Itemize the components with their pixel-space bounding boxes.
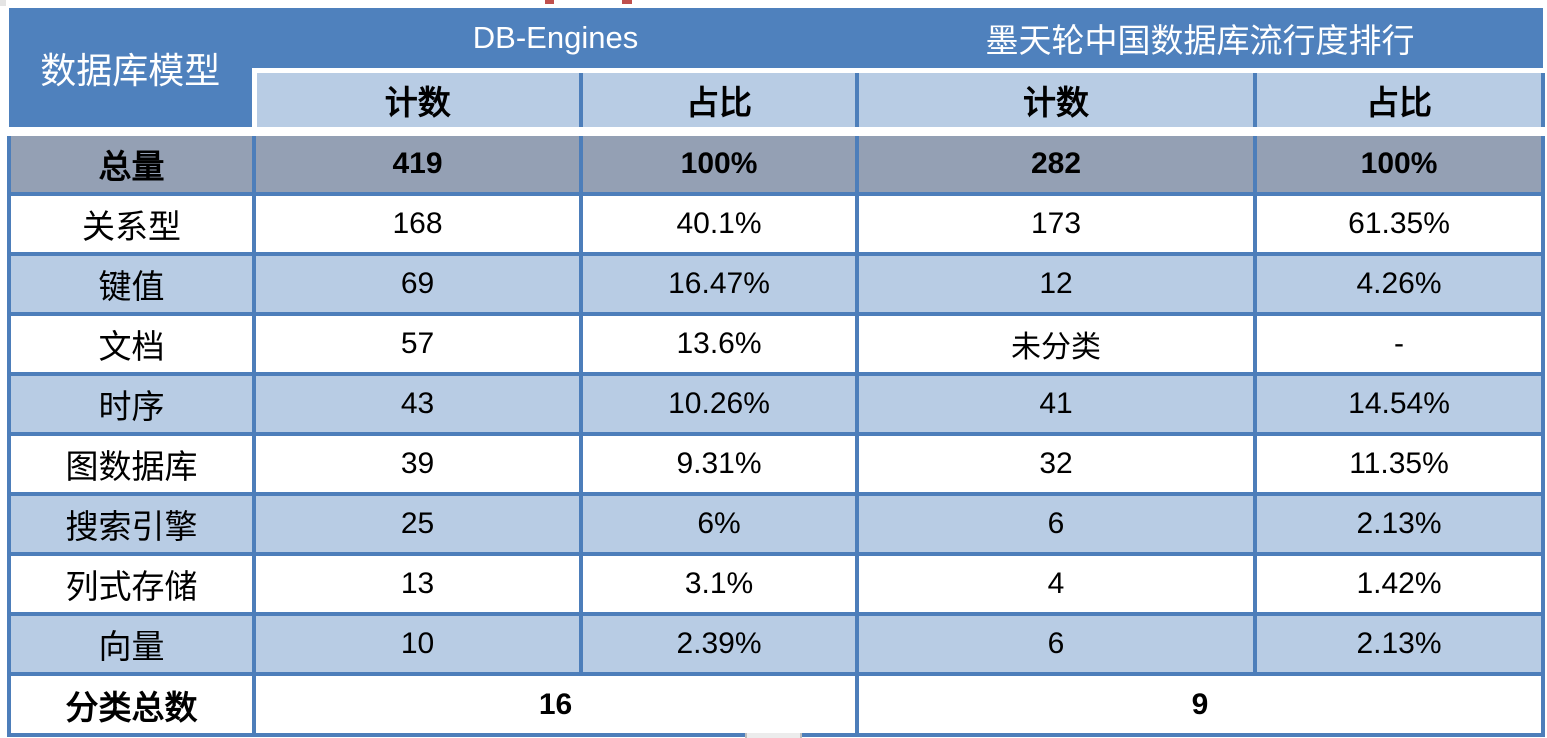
row-label: 文档 xyxy=(7,312,256,376)
table-row: 列式存储 13 3.1% 4 1.42% xyxy=(7,552,1546,616)
cell-value: 6 xyxy=(855,492,1258,556)
row-label: 向量 xyxy=(7,612,256,676)
subheader-row: 计数 占比 计数 占比 xyxy=(9,68,1546,136)
cell-value: 9 xyxy=(855,672,1546,737)
cell-value: - xyxy=(1253,312,1546,376)
cell-value: 1.42% xyxy=(1253,552,1546,616)
corner-header-database-model: 数据库模型 xyxy=(9,8,254,136)
cell-value: 16 xyxy=(251,672,860,737)
cell-value: 10.26% xyxy=(578,372,860,436)
cell-value: 282 xyxy=(855,131,1258,196)
cell-value: 10 xyxy=(252,612,583,676)
cell-value: 13 xyxy=(252,552,583,616)
cell-value: 100% xyxy=(1253,131,1546,196)
subheader-share-db-engines: 占比 xyxy=(578,68,860,136)
cell-value: 9.31% xyxy=(578,432,860,496)
table-row: 键值 69 16.47% 12 4.26% xyxy=(7,252,1546,316)
cell-value: 57 xyxy=(252,312,583,376)
cell-value: 4 xyxy=(855,552,1258,616)
cell-value: 12 xyxy=(855,252,1258,316)
corner-smudge-artifact xyxy=(0,0,6,6)
cell-value: 43 xyxy=(252,372,583,436)
row-label: 图数据库 xyxy=(7,432,256,496)
group-header-db-engines: DB-Engines xyxy=(254,8,858,73)
cell-value: 61.35% xyxy=(1253,192,1546,256)
cell-value: 173 xyxy=(855,192,1258,256)
cell-value: 2.39% xyxy=(578,612,860,676)
db-model-comparison-table: 数据库模型 DB-Engines 墨天轮中国数据库流行度排行 计数 占比 计数 … xyxy=(7,8,1546,737)
table-row: 向量 10 2.39% 6 2.13% xyxy=(7,612,1546,676)
cropped-red-text-artifact xyxy=(545,0,554,4)
cell-value: 2.13% xyxy=(1253,612,1546,676)
subheader-share-modb: 占比 xyxy=(1253,68,1546,136)
table-row: 关系型 168 40.1% 173 61.35% xyxy=(7,192,1546,256)
table-row: 图数据库 39 9.31% 32 11.35% xyxy=(7,432,1546,496)
row-label: 总量 xyxy=(7,131,256,196)
cell-value: 40.1% xyxy=(578,192,860,256)
subheader-count-db-engines: 计数 xyxy=(251,68,583,136)
cell-value: 32 xyxy=(855,432,1258,496)
row-label: 搜索引擎 xyxy=(7,492,256,556)
table-row: 时序 43 10.26% 41 14.54% xyxy=(7,372,1546,436)
row-label: 分类总数 xyxy=(7,672,256,737)
cell-value: 14.54% xyxy=(1253,372,1546,436)
cell-value: 41 xyxy=(855,372,1258,436)
banner-row: 数据库模型 DB-Engines 墨天轮中国数据库流行度排行 xyxy=(9,8,1544,136)
row-label: 时序 xyxy=(7,372,256,436)
cell-value: 100% xyxy=(578,131,860,196)
category-count-row: 分类总数 16 9 xyxy=(7,672,1546,737)
table-row: 搜索引擎 25 6% 6 2.13% xyxy=(7,492,1546,556)
cell-value: 25 xyxy=(252,492,583,556)
cell-value: 168 xyxy=(252,192,583,256)
scrollbar-fragment-artifact xyxy=(745,733,802,738)
cell-value: 4.26% xyxy=(1253,252,1546,316)
group-header-modb-ranking: 墨天轮中国数据库流行度排行 xyxy=(857,8,1544,73)
cell-value: 2.13% xyxy=(1253,492,1546,556)
row-label: 关系型 xyxy=(7,192,256,256)
cell-value: 3.1% xyxy=(578,552,860,616)
total-row: 总量 419 100% 282 100% xyxy=(7,131,1546,196)
cell-value: 未分类 xyxy=(855,312,1258,376)
cell-value: 419 xyxy=(252,131,583,196)
cell-value: 11.35% xyxy=(1253,432,1546,496)
cell-value: 6 xyxy=(855,612,1258,676)
cell-value: 69 xyxy=(252,252,583,316)
subheader-count-modb: 计数 xyxy=(855,68,1258,136)
cropped-red-text-artifact xyxy=(622,0,632,4)
table-body: 总量 419 100% 282 100% 关系型 168 40.1% 173 61.35% 键值 69… xyxy=(7,131,1546,737)
cell-value: 16.47% xyxy=(578,252,860,316)
row-label: 列式存储 xyxy=(7,552,256,616)
table-row: 文档 57 13.6% 未分类 - xyxy=(7,312,1546,376)
cell-value: 6% xyxy=(578,492,860,556)
row-label: 键值 xyxy=(7,252,256,316)
cell-value: 39 xyxy=(252,432,583,496)
cell-value: 13.6% xyxy=(578,312,860,376)
